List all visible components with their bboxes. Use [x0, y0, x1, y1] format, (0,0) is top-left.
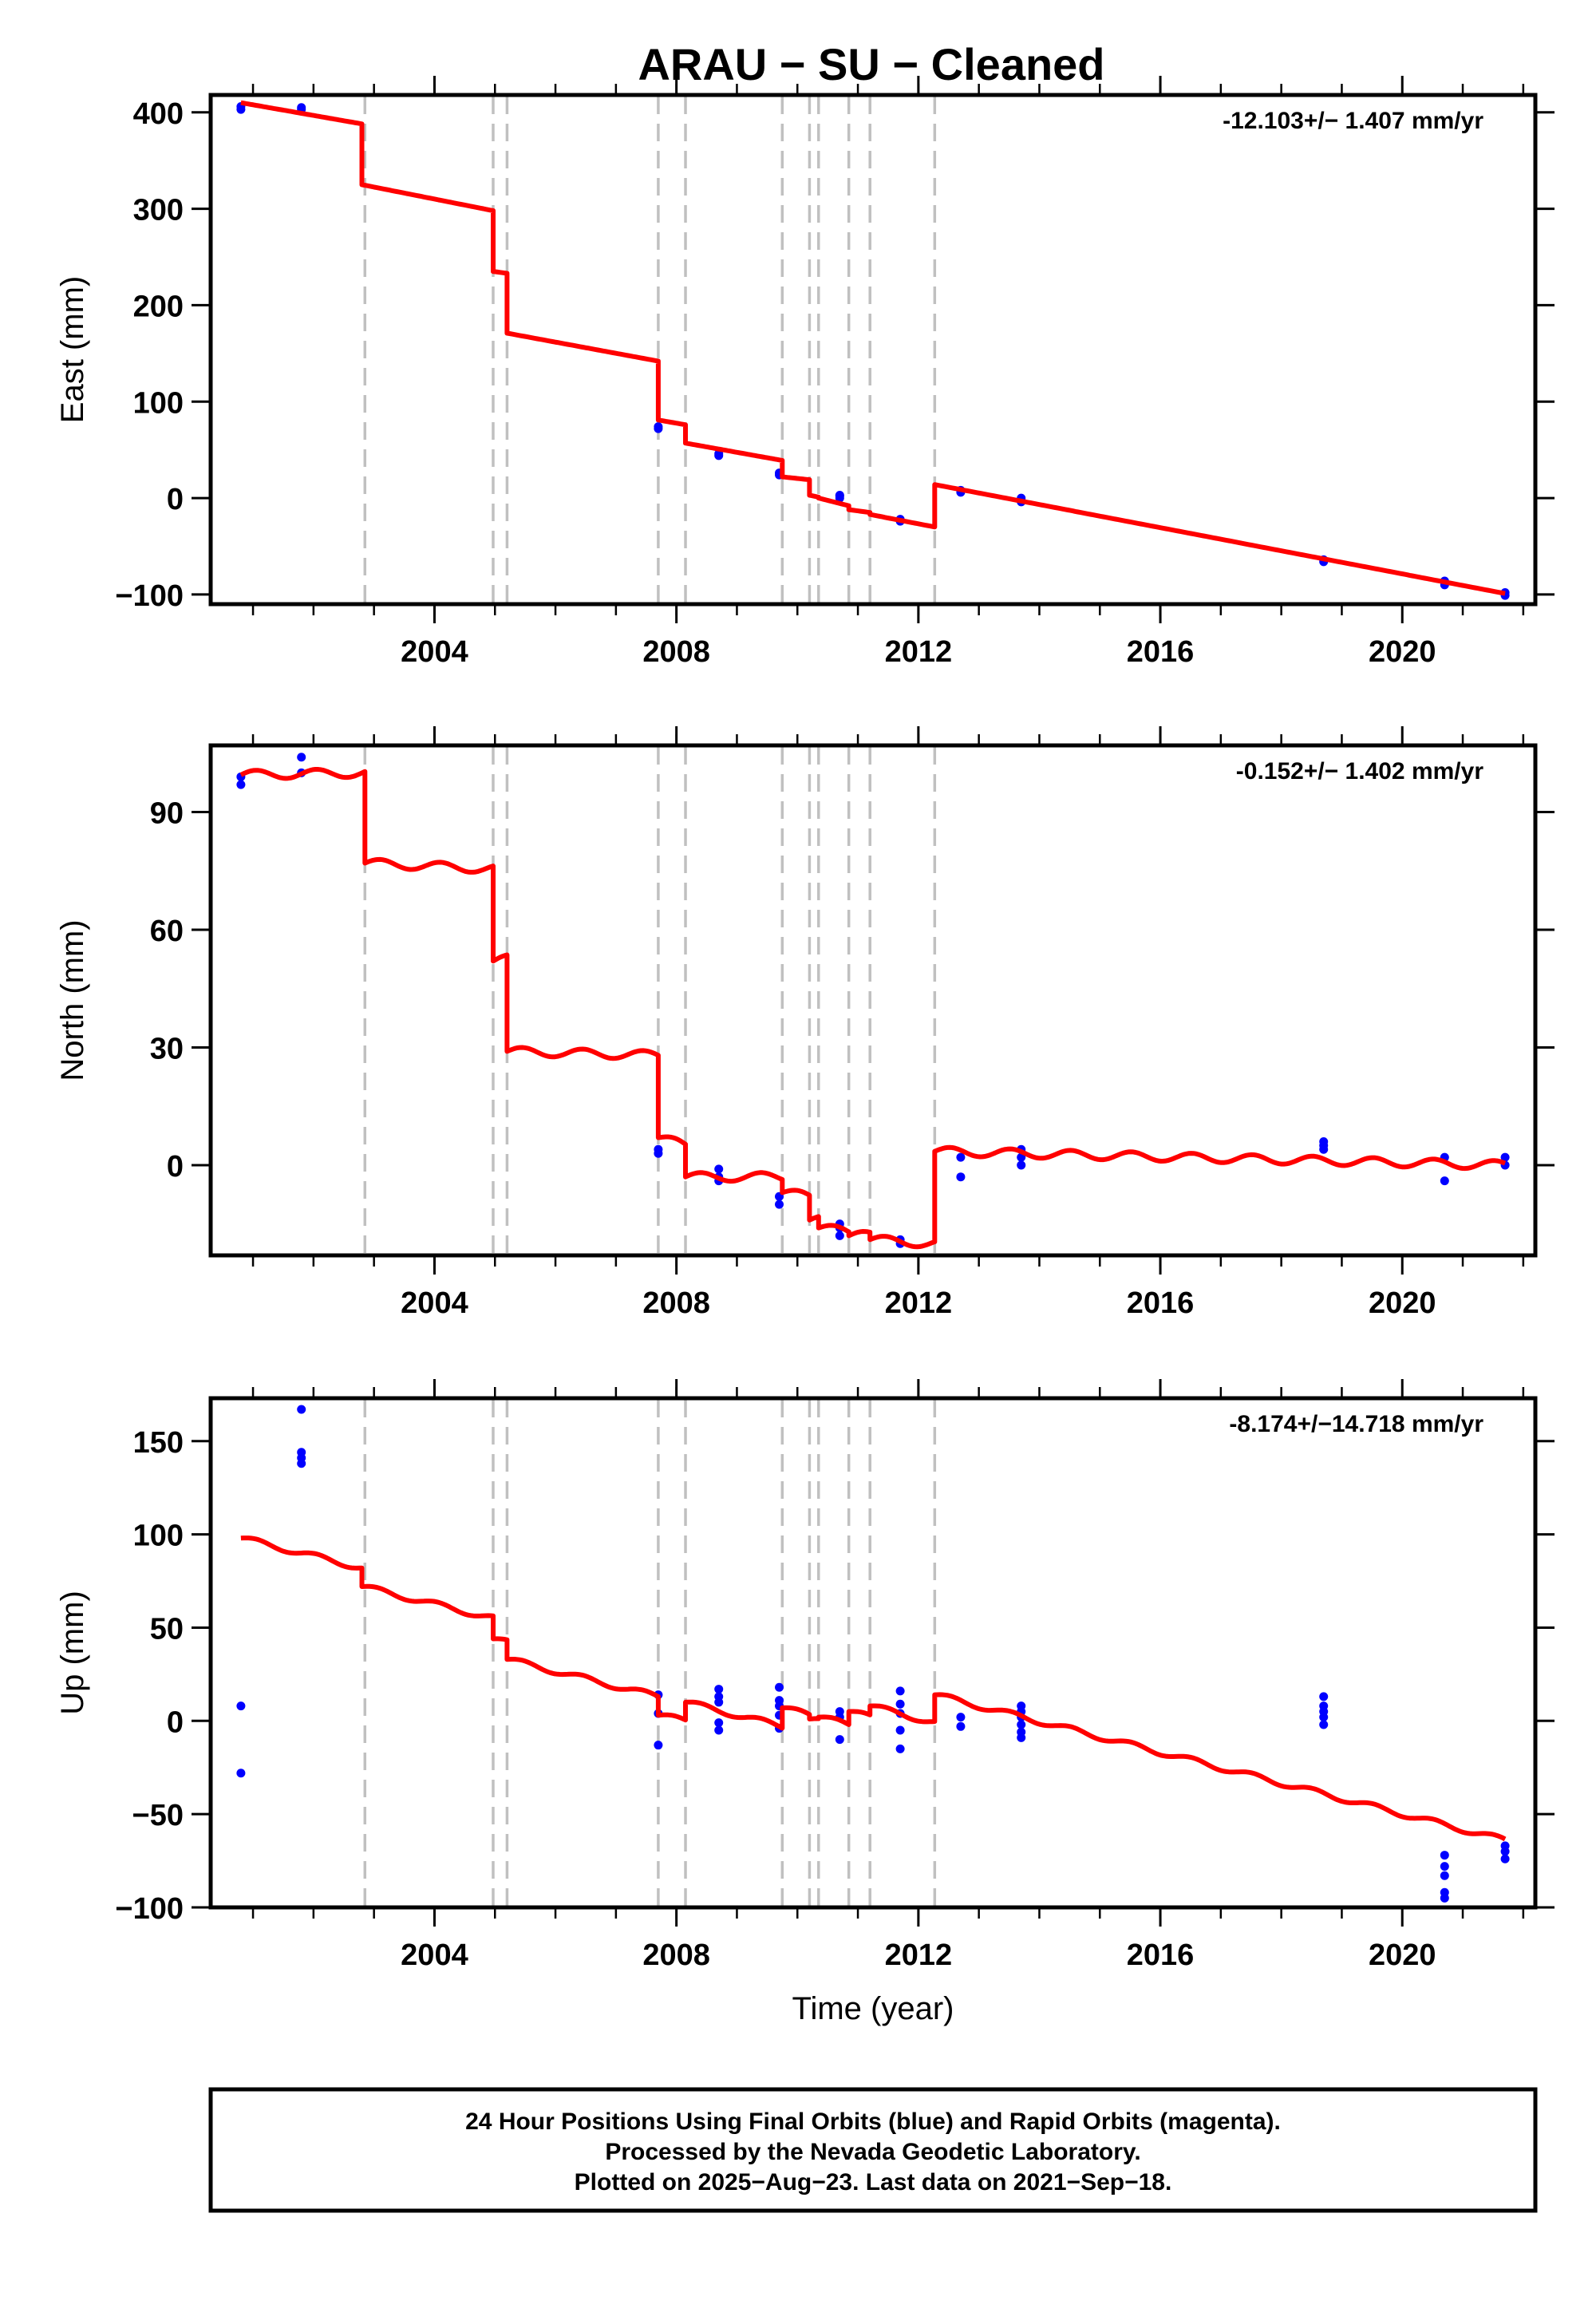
x-tick-label: 2020 [1369, 635, 1436, 669]
data-point-40 [1440, 1851, 1449, 1860]
data-point-35 [1319, 1692, 1329, 1701]
data-point-42 [1440, 1871, 1449, 1880]
data-point-38 [1319, 1713, 1329, 1722]
data-point-47 [1500, 1854, 1510, 1863]
rate-annotation: -0.152+/− 1.402 mm/yr [1236, 758, 1484, 785]
data-point-10 [775, 1199, 784, 1209]
data-point-5 [654, 1144, 663, 1154]
x-axis-label: Time (year) [792, 1991, 954, 2026]
y-tick-label: 150 [133, 1426, 184, 1460]
footer-line-2: Processed by the Nevada Geodetic Laborat… [605, 2139, 1140, 2165]
y-tick-label: 0 [167, 1705, 184, 1739]
x-tick-label: 2012 [885, 1286, 953, 1320]
y-tick-label: 60 [150, 915, 184, 948]
data-point-20 [835, 1735, 844, 1745]
y-tick-label: −100 [115, 579, 184, 613]
model-line [240, 100, 1506, 596]
data-point-2 [297, 753, 306, 762]
y-axis-label: Up (mm) [55, 1591, 90, 1715]
data-point-41 [1440, 1862, 1449, 1871]
x-tick-label: 2008 [642, 1286, 710, 1320]
x-tick-label: 2004 [401, 1939, 468, 1972]
data-point-27 [956, 1713, 966, 1722]
rate-annotation: -8.174+/−14.718 mm/yr [1229, 1411, 1483, 1437]
data-point-44 [1440, 1893, 1449, 1903]
y-tick-label: 0 [167, 1150, 184, 1184]
data-point-12 [835, 1231, 844, 1240]
y-tick-label: 90 [150, 797, 184, 831]
x-tick-label: 2012 [885, 1939, 953, 1972]
data-point-12 [714, 1725, 724, 1735]
data-point-14 [775, 1682, 784, 1692]
data-point-5 [654, 424, 663, 433]
data-point-11 [714, 1718, 724, 1728]
data-point-34 [1017, 1733, 1026, 1742]
model-line [240, 1535, 1507, 1842]
y-tick-label: 0 [167, 483, 184, 516]
data-point-7 [654, 1741, 663, 1750]
data-point-46 [1500, 1847, 1510, 1856]
data-point-19 [1017, 1160, 1026, 1170]
plot-frame [208, 93, 1538, 607]
data-point-1 [236, 1769, 246, 1778]
y-axis-label: East (mm) [55, 276, 90, 423]
data-point-25 [895, 1744, 905, 1753]
model-line [239, 767, 1507, 1250]
y-tick-label: −100 [115, 1892, 184, 1926]
data-point-7 [714, 451, 724, 460]
data-point-0 [236, 780, 246, 789]
data-point-12 [835, 490, 844, 500]
y-tick-label: 300 [133, 194, 184, 227]
data-point-17 [956, 1172, 966, 1182]
data-point-23 [895, 1699, 905, 1709]
data-point-26 [1500, 1152, 1510, 1162]
x-tick-label: 2004 [401, 1286, 468, 1320]
up-panel: 2004 2008 2012 2016 2020 −100 −50 0 50 100 150 Up (… [55, 1379, 1555, 2026]
x-tick-label: 2020 [1369, 1939, 1436, 1972]
footer-box: 24 Hour Positions Using Final Orbits (bl… [208, 2087, 1538, 2213]
data-point-39 [1319, 1720, 1329, 1729]
y-tick-label: 30 [150, 1032, 184, 1065]
data-point-6 [714, 1164, 724, 1174]
footer-frame [208, 2087, 1538, 2213]
y-tick-label: 400 [133, 97, 184, 131]
east-panel: 2004 2008 2012 2016 2020 −100 0 100 200 300 400 Eas… [55, 76, 1555, 669]
y-tick-label: 100 [133, 1520, 184, 1553]
data-point-9 [714, 1685, 724, 1694]
chart-title: ARAU − SU − Cleaned [638, 39, 1104, 89]
x-tick-label: 2016 [1127, 1939, 1195, 1972]
data-point-13 [714, 1697, 724, 1707]
data-point-25 [1440, 1176, 1449, 1186]
data-point-2 [297, 1405, 306, 1414]
data-point-16 [956, 1152, 966, 1162]
y-axis-label: North (mm) [55, 919, 90, 1081]
data-point-28 [956, 1721, 966, 1731]
y-tick-label: 100 [133, 386, 184, 420]
plot-frame [208, 1396, 1538, 1910]
data-point-22 [895, 1686, 905, 1696]
plot-frame [208, 743, 1538, 1258]
data-point-23 [1319, 1140, 1329, 1150]
data-point-0 [236, 1701, 246, 1711]
y-tick-label: −50 [132, 1799, 184, 1832]
y-tick-label: 50 [150, 1612, 184, 1646]
data-point-32 [1017, 1720, 1026, 1729]
north-panel: 2004 2008 2012 2016 2020 0 30 60 90 North (mm) -0.… [55, 726, 1555, 1320]
x-tick-label: 2008 [642, 635, 710, 669]
y-tick-label: 200 [133, 290, 184, 323]
x-tick-label: 2004 [401, 635, 468, 669]
x-tick-label: 2020 [1369, 1286, 1436, 1320]
footer-line-3: Plotted on 2025−Aug−23. Last data on 202… [575, 2169, 1172, 2195]
rate-annotation: -12.103+/− 1.407 mm/yr [1223, 108, 1483, 134]
data-point-5 [297, 1459, 306, 1468]
x-tick-label: 2016 [1127, 635, 1195, 669]
x-tick-label: 2008 [642, 1939, 710, 1972]
x-tick-label: 2016 [1127, 1286, 1195, 1320]
footer-line-1: 24 Hour Positions Using Final Orbits (bl… [465, 2109, 1281, 2135]
x-tick-label: 2012 [885, 635, 953, 669]
data-point-26 [895, 1725, 905, 1735]
